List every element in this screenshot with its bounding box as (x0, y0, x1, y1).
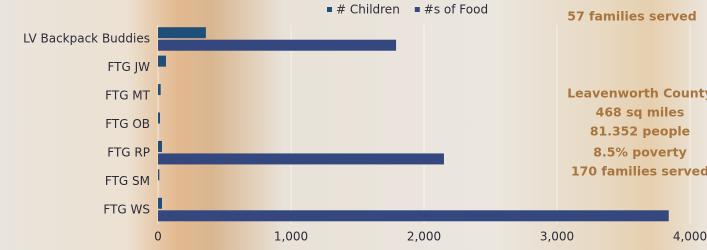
x-tick-label: 4,000 (673, 230, 707, 244)
bar (158, 198, 162, 209)
bar (158, 169, 159, 180)
y-tick-label: FTG JW (107, 60, 150, 74)
legend-label: # Children (336, 3, 400, 17)
y-tick-label: FTG OB (105, 117, 150, 131)
bar (158, 40, 396, 51)
annotation: 170 families served (571, 164, 707, 179)
bar (158, 56, 166, 67)
annotation: 468 sq miles (596, 105, 685, 120)
annotation: 8.5% poverty (593, 145, 686, 160)
y-tick-label: LV Backpack Buddies (23, 32, 150, 46)
legend-swatch (327, 7, 332, 12)
bar (158, 153, 444, 164)
x-tick-label: 2,000 (407, 230, 441, 244)
y-tick-label: FTG RP (107, 145, 150, 159)
y-tick-label: FTG SM (105, 174, 150, 188)
bar (158, 84, 161, 95)
annotation: 81.352 people (590, 124, 690, 139)
bar (158, 141, 162, 152)
y-tick-label: FTG WS (103, 202, 150, 216)
bar (158, 113, 160, 124)
annotation: Leavenworth County (567, 86, 707, 101)
legend-label: #s of Food (424, 3, 488, 17)
slide: 0 1,000 2,000 3,000 4,000 LV Backpack Buddies… (0, 0, 707, 250)
chart: 0 1,000 2,000 3,000 4,000 LV Backpack Buddies… (0, 0, 707, 250)
y-tick-label: FTG MT (105, 89, 150, 103)
annotation: 57 families served (567, 9, 696, 24)
bar (158, 27, 206, 38)
legend-swatch (415, 7, 420, 12)
x-tick-label: 3,000 (540, 230, 574, 244)
x-tick-label: 0 (154, 230, 162, 244)
bar (158, 210, 669, 221)
x-tick-label: 1,000 (274, 230, 308, 244)
